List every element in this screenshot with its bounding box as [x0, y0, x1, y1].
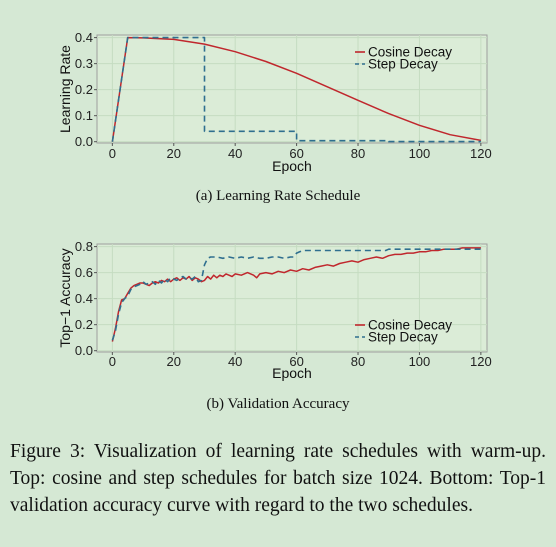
x-tick-label: 60: [289, 354, 303, 369]
series-line-step-decay: [111, 36, 481, 143]
learning-rate-chart: 0 20 40 60 80 100 120 0.0 0.1 0.2 0.3 0.4 Cosine Dec…: [57, 30, 492, 174]
x-tick-label: 120: [470, 146, 492, 161]
y-tick-label: 0.8: [75, 239, 93, 254]
x-tick-label: 20: [167, 146, 181, 161]
x-tick-label: 100: [409, 146, 431, 161]
legend-label: Cosine Decay: [368, 45, 452, 60]
x-axis-label: Epoch: [272, 158, 312, 174]
legend-label: Step Decay: [368, 57, 438, 72]
x-tick-label: 0: [109, 354, 116, 369]
y-tick-label: 0.2: [75, 82, 93, 97]
y-tick-label: 0.0: [75, 134, 93, 149]
x-tick-label: 60: [289, 146, 303, 161]
x-tick-label: 20: [167, 354, 181, 369]
x-tick-label: 120: [470, 354, 492, 369]
y-tick-label: 0.6: [75, 265, 93, 280]
x-tick-label: 40: [228, 354, 242, 369]
y-tick-label: 0.2: [75, 317, 93, 332]
legend-label: Cosine Decay: [368, 318, 452, 333]
x-axis-label: Epoch: [272, 365, 312, 381]
y-tick-label: 0.4: [75, 291, 93, 306]
y-tick-label: 0.1: [75, 108, 93, 123]
x-tick-label: 40: [228, 146, 242, 161]
subcaption-bottom: (b) Validation Accuracy: [206, 396, 350, 412]
series-line-step-decay: [111, 248, 481, 341]
x-tick-label: 80: [351, 146, 365, 161]
subcaption-top: (a) Learning Rate Schedule: [195, 188, 361, 204]
plot-area: [96, 34, 488, 144]
y-axis-label: Learning Rate: [57, 45, 73, 133]
y-tick-label: 0.0: [75, 343, 93, 358]
x-tick-label: 0: [109, 146, 116, 161]
y-tick-label: 0.3: [75, 56, 93, 71]
legend-label: Step Decay: [368, 330, 438, 345]
x-tick-label: 100: [409, 354, 431, 369]
y-axis-label: Top−1 Accuracy: [57, 248, 73, 347]
figure-caption: Figure 3: Visualization of learning rate…: [10, 441, 546, 516]
plot-area: [96, 243, 488, 353]
y-tick-label: 0.4: [75, 30, 93, 45]
x-tick-label: 80: [351, 354, 365, 369]
accuracy-chart: 0 20 40 60 80 100 120 0.0 0.2 0.4 0.6 0.8 Cosine Dec…: [57, 239, 492, 381]
